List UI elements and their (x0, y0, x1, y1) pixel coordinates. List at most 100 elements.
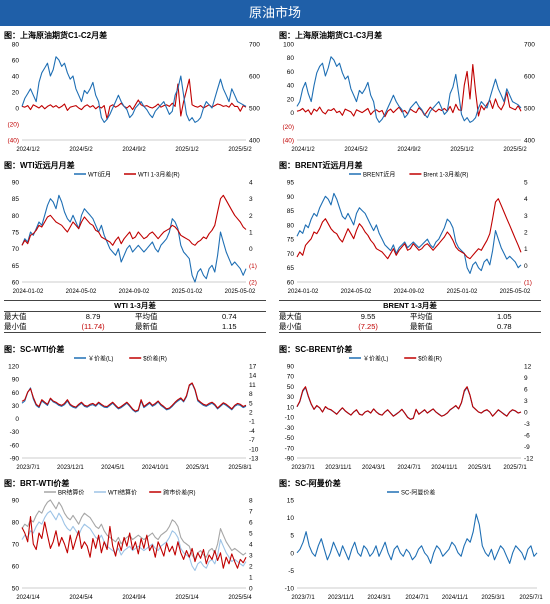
x-tick-label: 2024/11/1 (431, 465, 458, 471)
y-tick-label-left: 80 (287, 222, 295, 229)
x-tick-label: 2023/7/1 (16, 465, 40, 471)
y-tick-label-right: 4 (249, 542, 253, 549)
x-tick-label: 2024/5/2 (69, 147, 93, 153)
y-tick-label-left: 100 (283, 42, 294, 49)
series-line-2 (296, 56, 522, 123)
x-tick-label: 2025/1/4 (175, 595, 199, 601)
y-tick-label-right: 0 (524, 410, 528, 417)
y-tick-label-right: 500 (524, 106, 535, 113)
x-tick-label: 2025/1/2 (450, 147, 474, 153)
x-tick-label: 2025/5/4 (228, 595, 252, 601)
y-tick-label-left: 120 (8, 364, 19, 371)
y-tick-label-left: 80 (12, 213, 20, 220)
y-tick-label-right: -4 (249, 428, 255, 435)
brent-stats-table: BRENT 1-3月差 最大值 9.55 平均值 1.05 最小值 (7.25)… (279, 300, 541, 333)
y-tick-label-right: 6 (249, 520, 253, 527)
y-tick-label-right: -3 (524, 421, 530, 428)
chart-brt-wti: 90 80 70 60 50 8 7 6 5 4 3 2 1 0 2024/1/4 2024/5/4 2024/… (0, 486, 270, 602)
y-tick-label-left: 30 (287, 394, 295, 401)
y-tick-label-right: 5 (249, 531, 253, 538)
y-tick-label-left: -90 (10, 456, 20, 463)
x-tick-label: 2025-05-02 (500, 289, 531, 295)
stats-value: 8.79 (85, 312, 101, 321)
x-tick-label: 2024-05-02 (341, 289, 372, 295)
y-tick-label-right: 2 (249, 564, 253, 571)
chart-sc-c1c3: 100 80 60 40 20 0 (20) (40) 700 600 500 400 2024/1/2… (275, 38, 545, 154)
x-tick-label: 2023/11/1 (325, 465, 352, 471)
x-tick-label: 2024/9/4 (122, 595, 146, 601)
y-tick-label-left: 60 (12, 58, 20, 65)
chart-title-brt-wti: 图：BRT-WTI价差 (4, 479, 70, 488)
y-tick-label-right: (2) (249, 280, 257, 287)
x-tick-label: 2025-01-02 (447, 289, 478, 295)
chart-title-sc-c1c3: 图：上海原油期货C1-C3月差 (279, 31, 383, 40)
series-line-1 (296, 513, 538, 564)
y-tick-label-right: 3 (249, 553, 253, 560)
y-tick-label-right: 0 (249, 586, 253, 593)
y-tick-label-left: 80 (12, 520, 20, 527)
y-tick-label-right: 5 (249, 400, 253, 407)
y-tick-label-left: -30 (285, 425, 295, 432)
y-tick-label-right: 400 (524, 138, 535, 145)
series-line-2 (21, 510, 247, 571)
x-tick-label: 2025/7/1 (519, 595, 543, 601)
legend-label: BR结算价 (58, 489, 84, 497)
chart-title-sc-brent: 图：SC-BRENT价差 (279, 345, 353, 354)
y-tick-label-right: 1 (249, 230, 253, 237)
page-banner: 原油市场 (0, 0, 550, 26)
y-tick-label-left: 50 (12, 586, 20, 593)
stats-label: 最新值 (409, 322, 433, 331)
y-tick-label-left: 5 (290, 533, 294, 540)
y-tick-label-right: 3 (524, 398, 528, 405)
y-tick-label-left: 70 (287, 251, 295, 258)
y-tick-label-right: 1 (524, 246, 528, 253)
y-tick-label-left: 15 (287, 498, 295, 505)
x-tick-label: 2024/7/1 (397, 465, 421, 471)
x-tick-label: 2025/3/1 (186, 465, 210, 471)
y-tick-label-left: 85 (287, 208, 295, 215)
series-line-1 (296, 386, 522, 420)
y-tick-label-right: -9 (524, 444, 530, 451)
y-tick-label-right: 4 (249, 180, 253, 187)
y-tick-label-left: 10 (287, 404, 295, 411)
y-tick-label-right: -1 (249, 419, 255, 426)
x-tick-label: 2024/7/1 (405, 595, 429, 601)
x-tick-label: 2024/3/1 (367, 595, 391, 601)
y-tick-label-right: 7 (249, 509, 253, 516)
y-tick-label-left: 95 (287, 180, 295, 187)
y-tick-label-left: -60 (10, 442, 20, 449)
y-tick-label-left: (20) (282, 124, 294, 131)
page-title: 原油市场 (248, 5, 301, 20)
y-tick-label-right: 14 (249, 373, 257, 380)
series-line-1 (296, 192, 522, 274)
legend-label: 跨市价差(R) (163, 489, 195, 497)
x-tick-label: 2024-09-02 (394, 289, 425, 295)
x-tick-label: 2025-05-02 (225, 289, 256, 295)
chart-sc-wti: 120 90 60 30 0 -30 -60 -90 17 14 11 8 5 2 -1 -4 -7 -10 -13… (0, 352, 270, 472)
y-tick-label-left: 0 (15, 416, 19, 423)
y-tick-label-right: 17 (249, 364, 257, 371)
y-tick-label-right: -7 (249, 437, 255, 444)
chart-sc-c1c2: 80 60 40 20 0 (20) (40) 700 600 500 400 2024/1/2 202… (0, 38, 270, 154)
x-tick-label: 2024-05-02 (66, 289, 97, 295)
x-tick-label: 2024/5/4 (69, 595, 93, 601)
x-tick-label: 2025/5/2 (503, 147, 527, 153)
stats-title: WTI 1-3月差 (4, 301, 266, 312)
stats-value: (11.74) (81, 322, 105, 331)
legend-label: SC-阿曼价差 (401, 489, 435, 497)
stats-value: 1.15 (221, 322, 237, 331)
y-tick-label-left: 60 (12, 280, 20, 287)
stats-row: 最小值 (7.25) 最新值 0.78 (279, 322, 541, 332)
y-tick-label-right: 6 (524, 387, 528, 394)
x-tick-label: 2024/5/1 (101, 465, 125, 471)
series-line-1 (21, 499, 247, 560)
x-tick-label: 2024/1/2 (291, 147, 315, 153)
stats-label: 最小值 (4, 322, 27, 331)
stats-row: 最大值 8.79 平均值 0.74 (4, 312, 266, 322)
y-tick-label-right: 2 (249, 410, 253, 417)
y-tick-label-left: -70 (285, 445, 295, 452)
x-tick-label: 2025/3/1 (481, 595, 505, 601)
y-tick-label-left: 60 (12, 390, 20, 397)
y-tick-label-left: (20) (7, 122, 19, 129)
x-tick-label: 2024-01-02 (288, 289, 319, 295)
